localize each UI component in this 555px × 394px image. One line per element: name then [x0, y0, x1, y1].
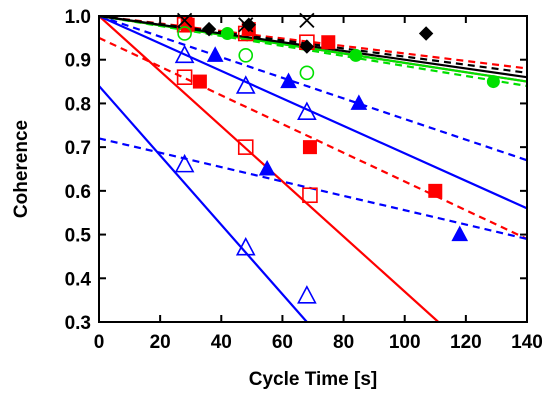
x-tick-label: 60 [272, 332, 293, 353]
x-tick-label: 40 [211, 332, 232, 353]
data-point-red-filled-square [302, 140, 317, 155]
data-point-green-filled-circle [220, 26, 234, 40]
data-point-green-filled-circle [349, 48, 363, 62]
x-tick-label: 100 [389, 332, 421, 353]
data-point-green-open-circle [299, 65, 315, 81]
plot-frame [98, 15, 528, 323]
fit-lines-layer [99, 16, 527, 322]
fit-line-blue-solid [99, 85, 308, 322]
data-point-blue-open-triangle [297, 285, 317, 304]
data-markers-layer [174, 12, 500, 304]
fit-line-blue-dashed [99, 16, 527, 162]
fit-line-red-dashed [99, 36, 527, 240]
data-point-red-filled-square [428, 183, 443, 198]
data-point-black-filled-diamond [299, 39, 315, 54]
data-point-blue-open-triangle [235, 75, 256, 94]
data-point-black-filled-diamond [201, 21, 217, 37]
y-tick-label: 0.5 [65, 226, 92, 247]
data-point-blue-filled-triangle [451, 225, 469, 242]
data-point-red-open-square [237, 139, 254, 155]
y-tick-label: 0.4 [65, 269, 92, 290]
data-point-blue-open-triangle [297, 101, 317, 120]
x-axis-label: Cycle Time [s] [249, 369, 377, 390]
fit-line-blue-solid [99, 16, 527, 210]
data-point-red-open-square [302, 187, 318, 204]
data-point-black-filled-diamond [241, 17, 257, 32]
data-point-green-filled-circle [486, 75, 500, 89]
data-point-blue-open-triangle [174, 153, 195, 173]
data-point-blue-filled-triangle [206, 46, 224, 62]
data-point-blue-open-triangle [235, 236, 256, 256]
y-tick-label: 1.0 [65, 7, 91, 28]
fit-line-green-dashed [99, 16, 527, 88]
data-point-green-open-circle [177, 26, 192, 41]
x-tick-label: 80 [333, 332, 354, 353]
data-point-blue-open-triangle [174, 44, 195, 64]
data-point-blue-filled-triangle [280, 72, 297, 89]
data-point-black-filled-diamond [418, 26, 434, 41]
x-tick-label: 140 [511, 332, 543, 353]
data-point-red-open-square [176, 69, 193, 85]
ticks-layer: 0 20 40 60 80 100 120 140 0.3 0.4 0.5 0.6 0.7 0.8 0.9 1… [65, 7, 543, 353]
y-tick-label: 0.8 [65, 94, 91, 115]
x-tick-label: 20 [150, 332, 171, 353]
data-point-blue-filled-triangle [350, 94, 368, 110]
y-axis-label: Coherence [11, 120, 32, 218]
y-tick-label: 0.7 [65, 138, 91, 159]
y-tick-label: 0.6 [65, 182, 91, 203]
y-tick-label: 0.9 [65, 51, 91, 72]
x-tick-label: 120 [450, 332, 482, 353]
data-point-red-filled-square [192, 74, 207, 89]
data-point-blue-filled-triangle [258, 159, 276, 176]
data-point-green-open-circle [238, 48, 254, 63]
x-tick-label: 0 [94, 332, 105, 353]
y-tick-label: 0.3 [65, 313, 91, 334]
data-point-red-filled-square [180, 17, 195, 32]
data-point-red-filled-square [321, 35, 336, 50]
